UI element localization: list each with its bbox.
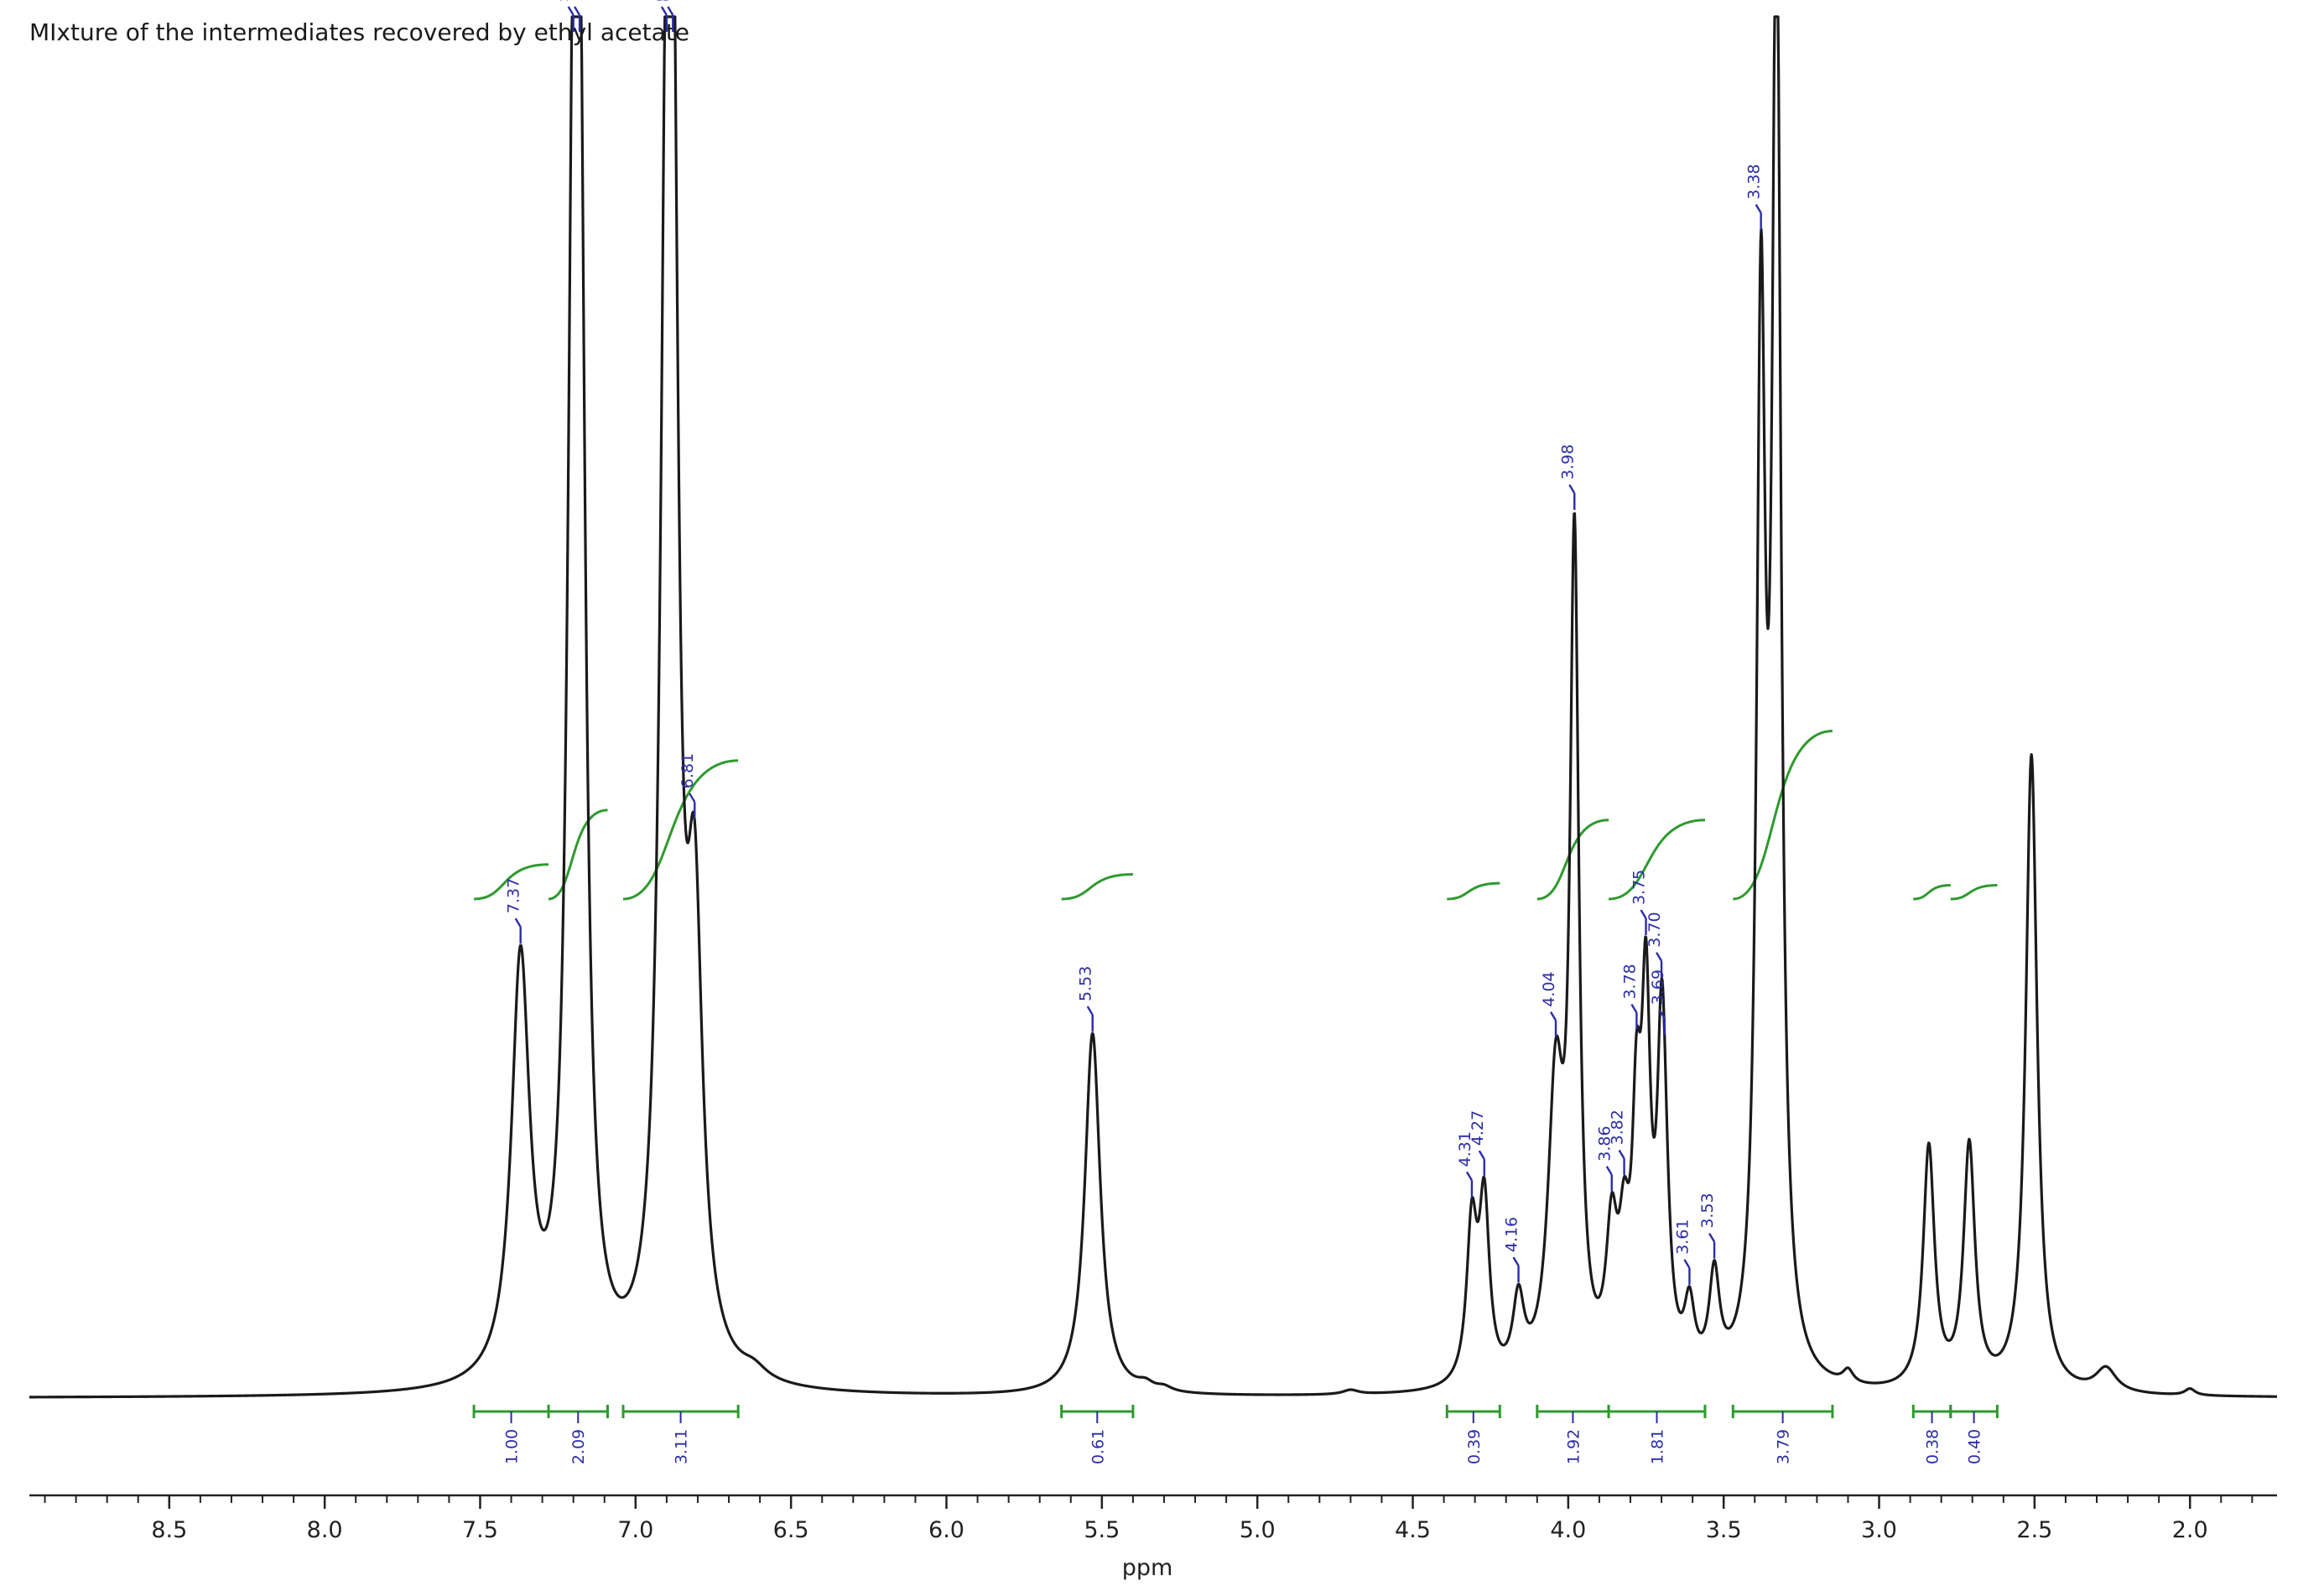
integral-value-3: 0.61 (1089, 1429, 1107, 1464)
integral-value-0: 1.00 (503, 1429, 522, 1464)
integral-value-1: 2.09 (569, 1429, 588, 1464)
x-tick-label-12: 2.5 (2016, 1517, 2052, 1543)
integral-value-4: 0.39 (1465, 1429, 1484, 1464)
peak-label-2: 7.18 (564, 0, 582, 2)
integral-curves (474, 730, 1998, 901)
integral-value-5: 1.92 (1564, 1429, 1583, 1464)
integral-curve-2 (622, 759, 739, 901)
x-tick-label-6: 5.5 (1084, 1517, 1120, 1543)
integral-curve-5 (1536, 819, 1609, 901)
integral-value-9: 0.40 (1966, 1429, 1984, 1464)
x-tick-label-10: 3.5 (1706, 1517, 1742, 1543)
x-tick-label-9: 4.0 (1550, 1517, 1586, 1543)
peak-labels: 7.37 7.207.18 6.906.88 6.81 5.53 4.314.27 4.16… (505, 0, 1764, 1285)
integral-curve-3 (1061, 873, 1133, 901)
peak-label-16: 3.70 (1646, 912, 1664, 947)
x-tick-label-2: 7.5 (462, 1517, 498, 1543)
x-axis: 8.5 8.0 7.5 7.0 6.5 6.0 5.5 5.0 4.5 4.0 3.5 3.0 2.5 2… (29, 1494, 2277, 1543)
peak-label-10: 4.04 (1540, 971, 1558, 1006)
peak-leader-kink-19 (1708, 1233, 1716, 1243)
peak-leader-kink-7 (1465, 1171, 1473, 1181)
peak-leader-kink-8 (1478, 1150, 1485, 1160)
peak-label-3: 6.90 (651, 0, 669, 2)
x-tick-label-3: 7.0 (617, 1517, 653, 1543)
peak-leader-kink-16 (1656, 952, 1663, 962)
peak-leader-kink-20 (1755, 204, 1762, 214)
peak-leader-kink-11 (1568, 484, 1576, 494)
integral-value-2: 3.11 (673, 1429, 691, 1464)
peak-label-4: 6.88 (657, 0, 675, 2)
integral-bars: 1.00 2.09 3.11 0.61 0.39 1.92 1.81 3.79 0.38 0.40 (472, 1405, 1999, 1464)
peak-leader-kink-17 (1658, 1009, 1666, 1019)
peak-leader-kink-10 (1549, 1011, 1557, 1022)
peak-label-20: 3.38 (1745, 164, 1764, 200)
integral-curve-9 (1950, 884, 1998, 901)
integral-curve-0 (474, 863, 549, 901)
peak-leader-kink-0 (514, 918, 522, 928)
peak-label-5: 6.81 (678, 753, 697, 788)
peak-label-6: 5.53 (1077, 966, 1095, 1001)
integral-curve-7 (1733, 730, 1833, 901)
peak-leader-kink-2 (574, 6, 581, 16)
x-tick-label-7: 5.0 (1240, 1517, 1276, 1543)
peak-label-19: 3.53 (1698, 1193, 1717, 1228)
peak-label-0: 7.37 (505, 878, 523, 913)
peak-label-15: 3.75 (1630, 870, 1649, 905)
integral-value-8: 0.38 (1924, 1429, 1942, 1464)
x-tick-label-1: 8.0 (307, 1517, 343, 1543)
peak-label-1: 7.20 (558, 0, 576, 2)
peak-leader-kink-4 (667, 6, 674, 16)
peak-label-17: 3.69 (1649, 970, 1667, 1005)
peak-leader-kink-1 (567, 6, 574, 16)
peak-label-11: 3.98 (1558, 444, 1577, 480)
integral-curve-1 (548, 808, 608, 901)
x-axis-title: ppm (1122, 1555, 1173, 1581)
peak-label-13: 3.82 (1609, 1110, 1627, 1145)
integral-curve-4 (1447, 881, 1500, 901)
x-tick-label-4: 6.5 (773, 1517, 809, 1543)
peak-label-8: 4.27 (1469, 1110, 1487, 1146)
peak-leader-kink-14 (1630, 1003, 1638, 1014)
x-tick-label-13: 2.0 (2172, 1517, 2208, 1543)
peak-leader-kink-13 (1618, 1149, 1625, 1159)
peak-label-9: 4.16 (1503, 1217, 1521, 1252)
peak-leader-kink-6 (1086, 1006, 1094, 1016)
x-tick-label-0: 8.5 (151, 1517, 187, 1543)
integral-curve-6 (1608, 819, 1706, 901)
peak-leader-kink-15 (1640, 909, 1647, 919)
peak-label-14: 3.78 (1620, 964, 1639, 999)
spectrum-plot (29, 15, 2278, 1399)
integral-value-6: 1.81 (1648, 1429, 1666, 1464)
x-tick-label-11: 3.0 (1861, 1517, 1897, 1543)
peak-label-18: 3.61 (1673, 1219, 1692, 1255)
peak-leader-kink-12 (1605, 1166, 1613, 1176)
x-tick-label-8: 4.5 (1395, 1517, 1431, 1543)
peak-label-7: 4.31 (1456, 1131, 1474, 1167)
x-tick-label-5: 6.0 (928, 1517, 964, 1543)
peak-leader-kink-5 (689, 793, 696, 803)
peak-leader-kink-9 (1512, 1256, 1520, 1266)
integral-value-7: 3.79 (1775, 1429, 1793, 1464)
peak-label-12: 3.86 (1596, 1126, 1614, 1161)
peak-leader-kink-3 (660, 6, 668, 16)
peak-leader-kink-18 (1683, 1259, 1691, 1269)
spectrum-line (29, 15, 2278, 1399)
integral-curve-8 (1913, 884, 1951, 901)
